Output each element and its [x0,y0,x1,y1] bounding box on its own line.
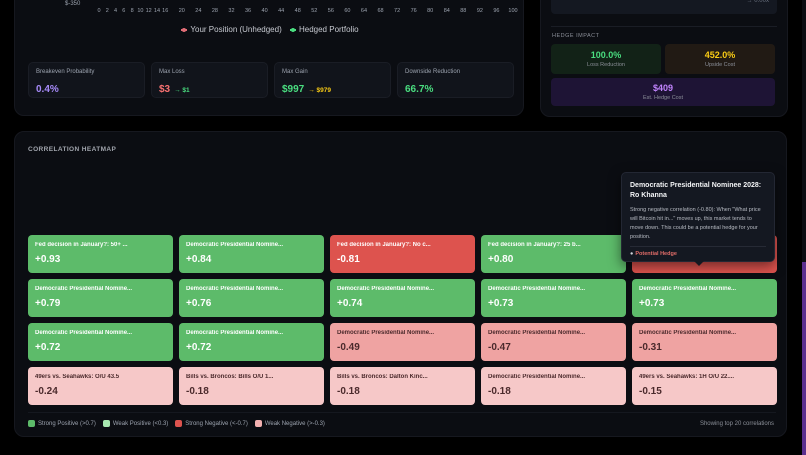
line-marker-icon [181,27,188,32]
loss-reduction-box: 100.0% Loss Reduction [551,44,661,74]
heatmap-legend: Strong Positive (>0.7) Weak Positive (<0… [28,420,325,427]
heatmap-cell[interactable]: Democratic Presidential Nomine... +0.76 [179,279,324,317]
heatmap-cell[interactable]: Democratic Presidential Nomine... +0.74 [330,279,475,317]
stat-downside-reduction: Downside Reduction 66.7% [397,62,514,98]
x-tick-label: 48 [294,8,301,14]
x-tick-label: 72 [394,8,401,14]
hedge-impact-title: HEDGE IMPACT [552,33,600,39]
divider [551,26,777,27]
x-tick-label: 52 [311,8,318,14]
tooltip-body: Strong negative correlation (-0.80): Whe… [630,207,761,240]
x-tick-label: 10 [137,8,144,14]
legend-item-hedged[interactable]: Hedged Portfolio [289,25,359,34]
x-tick-labels: 0 2 4 6 8 10 12 14 16 20 24 28 32 36 40 44 48 52 56 60 64 68 7… [97,8,519,16]
potential-hedge-tag: ● Potential Hedge [630,251,677,257]
chart-legend: Your Position (Unhedged) Hedged Portfoli… [15,25,525,34]
x-tick-label: 44 [278,8,285,14]
stat-max-loss: Max Loss $3 → $1 [151,62,268,98]
x-tick-label: 24 [195,8,202,14]
heatmap-cell[interactable]: Bills vs. Broncos: Dalton Kinc... -0.18 [330,367,475,405]
legend-strong-positive: Strong Positive (>0.7) [28,420,96,427]
x-tick-label: 32 [228,8,235,14]
stats-row: Breakeven Probability 0.4% Max Loss $3 → … [28,62,514,98]
x-tick-label: 6 [122,8,126,14]
x-tick-label: 20 [178,8,185,14]
heatmap-cell[interactable]: Fed decision in January?: 25 b... +0.80 [481,235,626,273]
line-marker-icon [289,27,296,32]
x-tick-label: 4 [114,8,118,14]
payoff-chart-card: $-350 0 2 4 6 8 10 12 14 16 20 24 28 32 36 40 44 48 52 56 6… [14,0,524,116]
y-tick-label: $-350 [65,1,81,7]
x-tick-label: 12 [145,8,152,14]
heatmap-title: CORRELATION HEATMAP [28,146,117,153]
x-tick-label: 80 [427,8,434,14]
heatmap-cell[interactable]: Democratic Presidential Nomine... +0.73 [481,279,626,317]
heatmap-cell[interactable]: Democratic Presidential Nomine... -0.18 [481,367,626,405]
swatch-icon [175,420,183,427]
scrollbar-track[interactable] [802,0,806,455]
x-tick-label: 14 [153,8,161,14]
scrollbar-thumb[interactable] [802,262,806,455]
x-tick-label: 2 [105,8,109,14]
x-tick-label: 64 [360,8,368,14]
divider [28,412,776,413]
divider [630,246,766,247]
heatmap-cell[interactable]: Democratic Presidential Nomine... +0.72 [179,323,324,361]
x-tick-label: 60 [344,8,351,14]
heatmap-cell[interactable]: 49ers vs. Seahawks: O/U 43.5 -0.24 [28,367,173,405]
heatmap-cell[interactable]: Democratic Presidential Nomine... +0.73 [632,279,777,317]
heatmap-cell[interactable]: Democratic Presidential Nomine... -0.31 [632,323,777,361]
correlation-tooltip: Democratic Presidential Nominee 2028: Ro… [621,172,775,266]
legend-strong-negative: Strong Negative (<-0.7) [175,420,248,427]
legend-item-unhedged[interactable]: Your Position (Unhedged) [181,25,284,34]
tooltip-title: Democratic Presidential Nominee 2028: Ro… [630,182,762,199]
correlation-count: Showing top 20 correlations [699,421,774,427]
heatmap-cell[interactable]: Democratic Presidential Nomine... -0.47 [481,323,626,361]
heatmap-cell[interactable]: Democratic Presidential Nomine... -0.49 [330,323,475,361]
heatmap-cell[interactable]: Fed decision in January?: No c... -0.81 [330,235,475,273]
heatmap-cell[interactable]: Democratic Presidential Nomine... +0.72 [28,323,173,361]
heatmap-grid: Fed decision in January?: 50+ ... +0.93 D… [28,235,777,405]
stat-breakeven-probability: Breakeven Probability 0.4% [28,62,145,98]
hedge-option-row[interactable]: → 0.00x [551,0,777,14]
x-tick-label: 36 [244,8,252,14]
x-tick-label: 100 [508,8,518,14]
pin-icon: ● [630,251,634,257]
x-tick-label: 28 [211,8,218,14]
hedge-panel: → 0.00x HEDGE IMPACT 100.0% Loss Reducti… [540,0,788,117]
upside-cost-box: 452.0% Upside Cost [665,44,775,74]
swatch-icon [102,420,110,427]
heatmap-cell[interactable]: Bills vs. Broncos: Bills O/U 1... -0.18 [179,367,324,405]
x-tick-label: 8 [130,8,134,14]
x-tick-label: 88 [460,8,467,14]
x-tick-label: 76 [410,8,417,14]
heatmap-cell[interactable]: Democratic Presidential Nomine... +0.79 [28,279,173,317]
swatch-icon [254,420,262,427]
swatch-icon [28,420,35,427]
heatmap-cell[interactable]: 49ers vs. Seahawks: 1H O/U 22.... -0.15 [632,367,777,405]
x-tick-label: 68 [377,8,384,14]
x-tick-label: 16 [162,8,169,14]
hedge-cost-box: $409 Est. Hedge Cost [551,78,775,106]
x-tick-label: 92 [476,8,483,14]
x-tick-label: 96 [493,8,500,14]
x-tick-label: 0 [97,8,101,14]
stat-max-gain: Max Gain $997 → $979 [274,62,391,98]
x-tick-label: 56 [327,8,334,14]
heatmap-cell[interactable]: Fed decision in January?: 50+ ... +0.93 [28,235,173,273]
legend-weak-negative: Weak Negative (>-0.3) [254,420,325,427]
heatmap-cell[interactable]: Democratic Presidential Nomine... +0.84 [179,235,324,273]
x-tick-label: 84 [443,8,450,14]
x-tick-label: 40 [261,8,268,14]
legend-weak-positive: Weak Positive (<0.3) [102,420,168,427]
